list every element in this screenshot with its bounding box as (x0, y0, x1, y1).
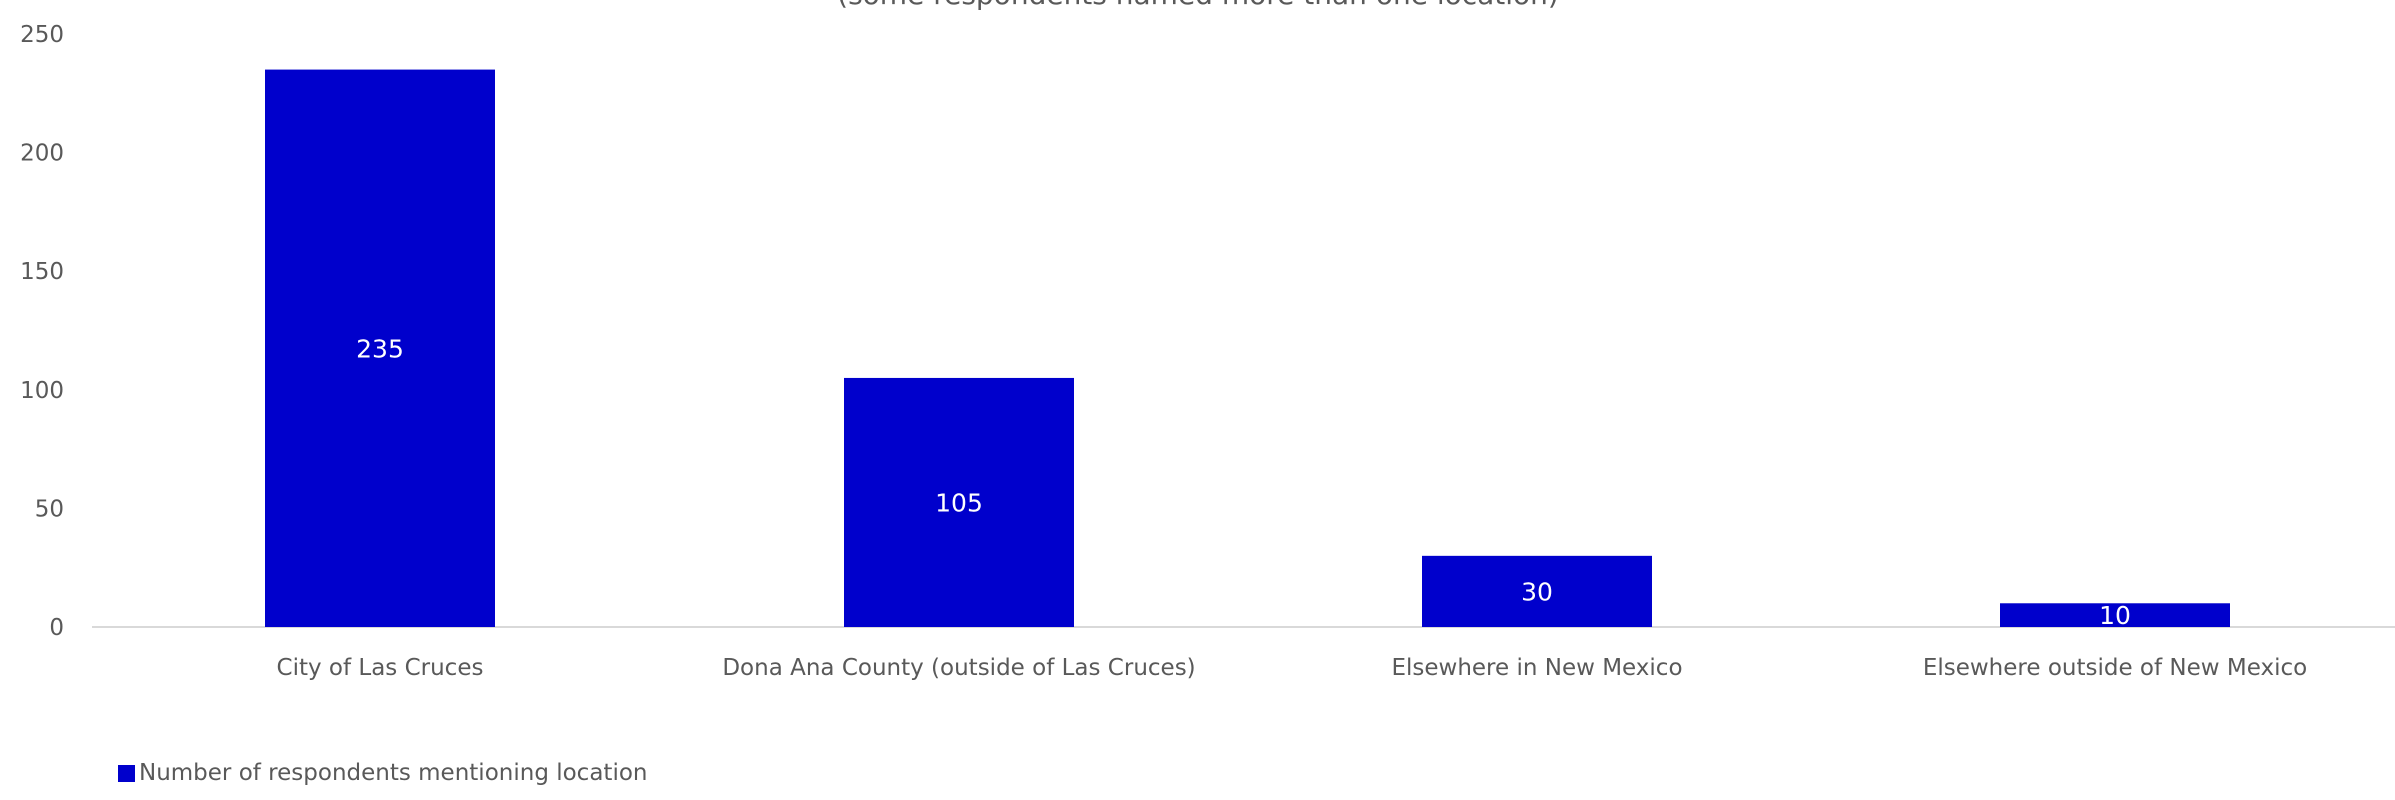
y-tick-label: 50 (35, 496, 64, 522)
y-axis-ticks: 0 50 100 150 200 250 (20, 22, 64, 641)
bar (265, 69, 495, 627)
data-label: 30 (1521, 577, 1553, 606)
bar (1422, 555, 1652, 627)
y-tick-label: 250 (20, 22, 64, 48)
y-tick-label: 150 (20, 259, 64, 285)
x-axis-categories: City of Las Cruces Dona Ana County (outsi… (277, 655, 2308, 681)
category-label: Elsewhere outside of New Mexico (1923, 655, 2307, 681)
chart-subtitle: (some respondents named more than one lo… (837, 0, 1559, 11)
data-label: 10 (2099, 601, 2131, 630)
category-label: Elsewhere in New Mexico (1391, 655, 1682, 681)
data-label: 105 (935, 488, 983, 517)
data-labels: 235 105 30 10 (356, 334, 2131, 630)
data-label: 235 (356, 334, 404, 363)
y-tick-label: 100 (20, 378, 64, 404)
category-label: Dona Ana County (outside of Las Cruces) (722, 655, 1195, 681)
bar (2000, 603, 2230, 627)
bar (844, 377, 1074, 627)
y-tick-label: 0 (49, 615, 64, 641)
legend: Number of respondents mentioning locatio… (118, 760, 647, 786)
y-tick-label: 200 (20, 141, 64, 167)
legend-label: Number of respondents mentioning locatio… (139, 760, 648, 786)
bar-chart: (some respondents named more than one lo… (20, 0, 2395, 681)
bars (265, 69, 2230, 627)
legend-swatch (118, 764, 135, 782)
category-label: City of Las Cruces (277, 655, 484, 681)
